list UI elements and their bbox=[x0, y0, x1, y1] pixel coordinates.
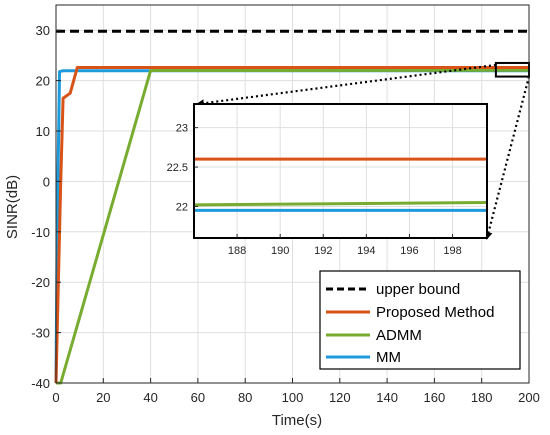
inset-background bbox=[194, 104, 487, 238]
x-tick-label: 20 bbox=[96, 390, 110, 405]
y-tick-label: 30 bbox=[36, 23, 50, 38]
y-tick-label: -30 bbox=[31, 326, 50, 341]
zoom-connector-bottom bbox=[484, 76, 531, 240]
legend-label-proposed-method: Proposed Method bbox=[376, 304, 494, 321]
inset-y-tick-label: 23 bbox=[176, 123, 188, 135]
x-tick-label: 140 bbox=[376, 390, 398, 405]
inset-series bbox=[193, 157, 488, 212]
inset-x-tick-label: 196 bbox=[400, 245, 418, 257]
y-axis-label: SINR(dB) bbox=[4, 175, 21, 239]
x-tick-label: 0 bbox=[52, 390, 59, 405]
legend-label-upper-bound: upper bound bbox=[376, 281, 460, 298]
inset-x-tick-label: 192 bbox=[314, 245, 332, 257]
series-line-proposed-method bbox=[54, 66, 529, 384]
y-tick-label: -40 bbox=[31, 376, 50, 391]
x-tick-label: 120 bbox=[329, 390, 351, 405]
x-tick-label: 200 bbox=[518, 390, 540, 405]
y-tick-label: 0 bbox=[43, 174, 50, 189]
inset-y-tick-label: 22 bbox=[176, 201, 188, 213]
y-tick-label: 20 bbox=[36, 74, 50, 89]
y-tick-label: -20 bbox=[31, 275, 50, 290]
x-tick-label: 100 bbox=[282, 390, 304, 405]
y-tick-label: 10 bbox=[36, 124, 50, 139]
inset-frame bbox=[193, 103, 488, 239]
x-tick-label: 180 bbox=[471, 390, 493, 405]
legend-label-mm: MM bbox=[376, 349, 401, 366]
inset-series-line-admm bbox=[193, 201, 488, 207]
inset-grid bbox=[194, 104, 487, 238]
main-axis-ticks: 0 20 40 60 80 100 120 140 160 180 200 -40 -30 -20 -10 0… bbox=[31, 23, 540, 405]
inset-x-tick-label: 194 bbox=[357, 245, 375, 257]
legend-box bbox=[319, 270, 521, 370]
inset-axis-ticks: 188 190 192 194 196 198 22 22.5 23 bbox=[167, 123, 462, 257]
x-tick-label: 80 bbox=[238, 390, 252, 405]
x-tick-label: 160 bbox=[424, 390, 446, 405]
x-axis-label: Time(s) bbox=[272, 412, 322, 429]
inset-y-tick-label: 22.5 bbox=[167, 162, 188, 174]
inset-x-tick-label: 190 bbox=[271, 245, 289, 257]
legend: upper bound Proposed Method ADMM MM bbox=[319, 270, 521, 370]
inset-x-tick-label: 198 bbox=[443, 245, 461, 257]
legend-label-admm: ADMM bbox=[376, 327, 422, 344]
zoom-connectors bbox=[196, 63, 531, 240]
zoom-connector-top bbox=[196, 63, 497, 108]
inset-x-tick-label: 188 bbox=[228, 245, 246, 257]
x-tick-label: 40 bbox=[143, 390, 157, 405]
y-tick-label: -10 bbox=[31, 225, 50, 240]
x-tick-label: 60 bbox=[191, 390, 205, 405]
zoom-inset: 188 190 192 194 196 198 22 22.5 23 bbox=[167, 103, 488, 257]
